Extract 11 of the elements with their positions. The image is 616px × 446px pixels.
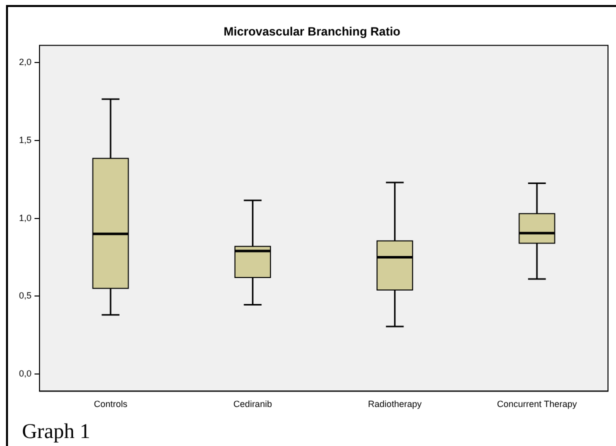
- y-tick-label: 1,0: [18, 212, 32, 223]
- caption: Graph 1: [22, 419, 90, 443]
- x-tick-label: Cediranib: [233, 399, 272, 410]
- x-tick-label: Radiotherapy: [368, 399, 422, 410]
- y-tick-label: 2,0: [18, 57, 32, 68]
- x-tick-label: Controls: [94, 399, 128, 410]
- chart-title: Microvascular Branching Ratio: [224, 24, 400, 39]
- x-tick-label: Concurrent Therapy: [497, 399, 578, 410]
- y-tick-label: 0,5: [18, 290, 32, 301]
- y-tick-label: 0,0: [18, 368, 32, 379]
- y-tick-label: 1,5: [18, 134, 32, 145]
